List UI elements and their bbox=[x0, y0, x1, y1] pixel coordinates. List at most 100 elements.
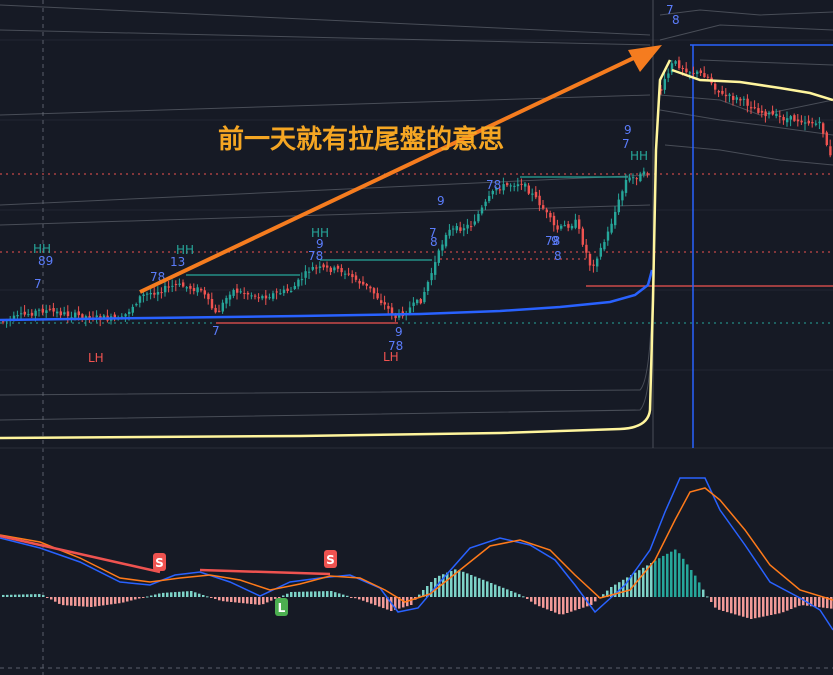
price-label-seq: 9 bbox=[395, 325, 403, 339]
macd-histogram-bar bbox=[78, 597, 81, 607]
macd-histogram-bar bbox=[530, 597, 533, 602]
candle-body bbox=[800, 120, 803, 123]
macd-histogram-bar bbox=[394, 597, 397, 610]
macd-histogram-bar bbox=[686, 564, 689, 597]
candle-body bbox=[246, 292, 250, 295]
macd-histogram-bar bbox=[242, 597, 245, 604]
macd-histogram-bar bbox=[426, 586, 429, 597]
macd-histogram-bar bbox=[374, 597, 377, 606]
candle-body bbox=[182, 282, 185, 287]
candle-body bbox=[326, 265, 329, 268]
candle-body bbox=[804, 122, 807, 124]
candle-body bbox=[818, 121, 821, 124]
macd-histogram-bar bbox=[430, 582, 433, 597]
candle-body bbox=[390, 307, 394, 316]
band-line bbox=[659, 109, 833, 136]
macd-histogram-bar bbox=[458, 570, 461, 597]
candle-body bbox=[264, 295, 268, 299]
macd-histogram-bar bbox=[610, 587, 613, 597]
macd-histogram-bar bbox=[330, 591, 333, 597]
macd-histogram-bar bbox=[702, 589, 705, 597]
macd-histogram-bar bbox=[18, 594, 21, 597]
macd-histogram-bar bbox=[770, 597, 773, 615]
candle-body bbox=[380, 300, 383, 303]
macd-histogram-bar bbox=[246, 597, 249, 604]
macd-histogram-bar bbox=[138, 597, 141, 599]
candle-body bbox=[498, 189, 502, 191]
candle-body bbox=[674, 61, 677, 64]
candle-body bbox=[225, 297, 228, 304]
macd-histogram-bar bbox=[502, 587, 505, 597]
macd-histogram-bar bbox=[106, 597, 109, 605]
arrow-shaft bbox=[139, 53, 641, 294]
macd-histogram-bar bbox=[714, 597, 717, 608]
candle-body bbox=[714, 83, 717, 90]
macd-histogram-bar bbox=[218, 597, 221, 601]
macd-histogram-bar bbox=[350, 597, 353, 598]
candle-body bbox=[639, 173, 642, 182]
macd-histogram-bar bbox=[134, 597, 137, 600]
macd-histogram-bar bbox=[694, 575, 697, 597]
macd-histogram-bar bbox=[682, 558, 685, 597]
candle-body bbox=[538, 195, 541, 206]
candle-body bbox=[74, 312, 77, 318]
macd-histogram-bar bbox=[754, 597, 757, 619]
candle-body bbox=[516, 184, 520, 187]
candle-body bbox=[681, 67, 684, 69]
macd-histogram-bar bbox=[118, 597, 121, 604]
candle-body bbox=[63, 312, 66, 315]
candle-body bbox=[495, 188, 498, 191]
macd-histogram-bar bbox=[590, 597, 593, 605]
macd-histogram-bar bbox=[398, 597, 401, 609]
candle-body bbox=[667, 73, 670, 78]
candle-body bbox=[750, 107, 753, 109]
candle-body bbox=[574, 219, 577, 228]
macd-histogram-bar bbox=[66, 597, 69, 606]
macd-histogram-bar bbox=[166, 592, 169, 597]
price-label-seq: 78 bbox=[388, 339, 403, 353]
candle-body bbox=[491, 191, 494, 195]
price-label-seq: 7 bbox=[212, 324, 220, 338]
macd-histogram-bar bbox=[690, 570, 693, 597]
candle-body bbox=[782, 116, 785, 121]
macd-histogram-bar bbox=[546, 597, 549, 610]
candle-body bbox=[142, 294, 145, 297]
macd-histogram-bar bbox=[718, 597, 721, 610]
arrow-head bbox=[628, 45, 662, 72]
candle-body bbox=[699, 70, 702, 74]
macd-histogram-bar bbox=[162, 592, 165, 597]
macd-histogram-bar bbox=[786, 597, 789, 611]
macd-histogram-bar bbox=[282, 595, 285, 597]
macd-histogram-bar bbox=[730, 597, 733, 614]
candle-body bbox=[621, 191, 624, 201]
candle-body bbox=[20, 313, 23, 315]
macd-histogram-bar bbox=[346, 595, 349, 597]
candle-body bbox=[771, 110, 774, 115]
macd-histogram-bar bbox=[826, 597, 829, 609]
macd-histogram-bar bbox=[486, 581, 489, 597]
macd-histogram-bar bbox=[174, 592, 177, 597]
candle-body bbox=[38, 309, 41, 311]
macd-histogram-bar bbox=[46, 597, 49, 598]
macd-histogram-bar bbox=[10, 594, 13, 597]
macd-histogram-bar bbox=[102, 597, 105, 606]
price-label-seq: 7 bbox=[429, 226, 437, 240]
candle-body bbox=[102, 315, 106, 319]
candle-body bbox=[376, 293, 379, 299]
candle-body bbox=[214, 307, 217, 313]
macd-histogram-bar bbox=[738, 597, 741, 616]
candle-body bbox=[239, 291, 242, 293]
band-line bbox=[659, 24, 833, 41]
candle-body bbox=[156, 291, 160, 295]
macd-histogram-bar bbox=[262, 597, 265, 605]
macd-histogram-bar bbox=[250, 597, 253, 604]
macd-histogram-bar bbox=[74, 597, 77, 606]
candle-body bbox=[796, 119, 800, 122]
band-line bbox=[0, 29, 651, 46]
macd-histogram-bar bbox=[274, 597, 277, 599]
candle-body bbox=[786, 118, 789, 123]
candle-body bbox=[703, 73, 706, 78]
macd-histogram-bar bbox=[562, 597, 565, 615]
